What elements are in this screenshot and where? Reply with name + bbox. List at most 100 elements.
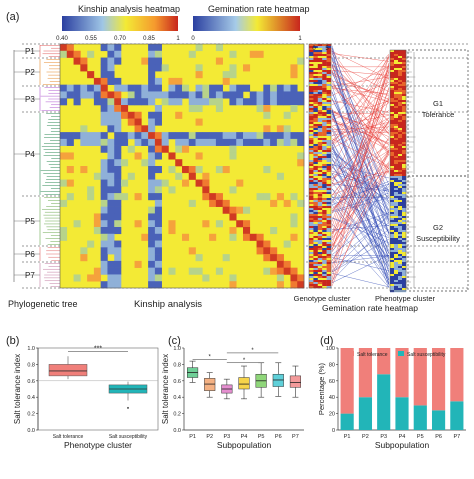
genotype-cell [322, 78, 327, 80]
genotype-cell [309, 134, 314, 136]
genotype-cell [322, 246, 327, 248]
genotype-cell [327, 250, 332, 252]
kinship-cell [243, 234, 250, 241]
phenotype-cell [398, 118, 402, 120]
kinship-cell [223, 91, 230, 98]
genotype-cell [309, 204, 314, 206]
genotype-cell [322, 228, 327, 230]
genotype-cell [313, 140, 318, 142]
genotype-cell [322, 194, 327, 196]
phenotype-cell [402, 64, 406, 66]
phenotype-cell [402, 106, 406, 108]
genotype-cell [313, 96, 318, 98]
genotype-cell [322, 186, 327, 188]
phenotype-cell [398, 122, 402, 124]
kinship-cell [236, 132, 243, 139]
genotype-cell [313, 146, 318, 148]
phenotype-cell [402, 264, 406, 266]
kinship-cell [141, 132, 148, 139]
genotype-cell [322, 282, 327, 284]
genotype-cell [313, 80, 318, 82]
phenotype-cell [390, 250, 394, 252]
kinship-cell [297, 58, 304, 65]
genotype-cell [318, 142, 323, 144]
genotype-cell [327, 194, 332, 196]
kinship-cell [67, 44, 74, 51]
genotype-cell [318, 124, 323, 126]
phenotype-cell [390, 240, 394, 242]
genotype-cell [327, 184, 332, 186]
phenotype-cell [402, 162, 406, 164]
kinship-cell [168, 91, 175, 98]
kinship-cell [229, 152, 236, 159]
genotype-cell [327, 166, 332, 168]
kinship-cell [284, 139, 291, 146]
kinship-cell [189, 166, 196, 173]
phenotype-cell [390, 114, 394, 116]
kinship-cell [114, 152, 121, 159]
genotype-cell [309, 146, 314, 148]
genotype-cell [322, 96, 327, 98]
kinship-cell [155, 268, 162, 275]
phenotype-cell [402, 272, 406, 274]
chart-b-box [49, 364, 87, 375]
kinship-cell [101, 261, 108, 268]
kinship-cell [162, 98, 169, 105]
kinship-cell [189, 139, 196, 146]
genotype-cell [313, 54, 318, 56]
kinship-cell [128, 85, 135, 92]
phenotype-cell [402, 194, 406, 196]
genotype-cell [309, 170, 314, 172]
genotype-cell [327, 112, 332, 114]
phenotype-cell [398, 232, 402, 234]
genotype-cell [327, 130, 332, 132]
phenotype-cell [402, 286, 406, 288]
phenotype-cell [402, 94, 406, 96]
chart-d-x-tick-label: P6 [435, 434, 442, 440]
phenotype-cell [394, 150, 398, 152]
phenotype-cell [398, 210, 402, 212]
phenotype-cell [398, 172, 402, 174]
phenotype-cell [394, 184, 398, 186]
genotype-cell [322, 122, 327, 124]
genotype-cell [318, 266, 323, 268]
genotype-cell [322, 64, 327, 66]
kinship-cell [101, 71, 108, 78]
chart-c-xlabel: Subpopulation [217, 440, 272, 450]
phenotype-cell [398, 180, 402, 182]
kinship-cell [290, 220, 297, 227]
phenotype-cell [402, 196, 406, 198]
genotype-cell [318, 70, 323, 72]
kinship-cell [162, 64, 169, 71]
genotype-cell [322, 140, 327, 142]
kinship-cell [263, 166, 270, 173]
kinship-cell [107, 91, 114, 98]
kinship-cell [60, 200, 67, 207]
genotype-cell [309, 254, 314, 256]
phenotype-cell [394, 180, 398, 182]
genotype-cell [318, 226, 323, 228]
genotype-cell [327, 102, 332, 104]
chart-b-outlier [127, 407, 129, 409]
genotype-cell [327, 56, 332, 58]
kinship-cell [277, 125, 284, 132]
genotype-cell [318, 280, 323, 282]
kinship-cell [101, 193, 108, 200]
phenotype-cell [390, 244, 394, 246]
phenotype-cell [398, 126, 402, 128]
phenotype-cell [394, 82, 398, 84]
kinship-cell [216, 85, 223, 92]
genotype-cell [318, 150, 323, 152]
genotype-cell [313, 104, 318, 106]
phenotype-cell [402, 160, 406, 162]
genotype-cell [327, 200, 332, 202]
chart-d-bar-susceptibility [395, 397, 408, 430]
kinship-cell [74, 132, 81, 139]
genotype-cell [327, 154, 332, 156]
genotype-cell [327, 274, 332, 276]
genotype-cell [318, 196, 323, 198]
genotype-cell [322, 174, 327, 176]
genotype-cell [318, 180, 323, 182]
kinship-cell [148, 281, 155, 288]
kinship-cell [175, 78, 182, 85]
